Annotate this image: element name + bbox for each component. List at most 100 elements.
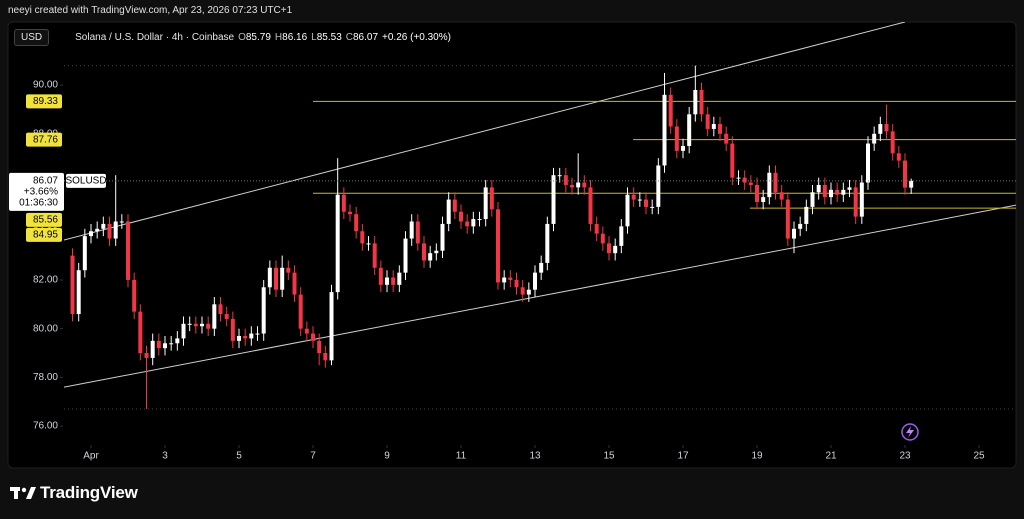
candle-body [452,199,457,212]
currency-badge[interactable]: USD [14,29,50,46]
ohlc-label: C [345,32,353,43]
trendline [64,204,1016,388]
candle-body [200,323,205,327]
candle-body [767,172,772,198]
candle-body [76,270,81,315]
candle-body [785,199,790,239]
candle-body [150,340,155,358]
x-tick-label: 19 [751,451,763,462]
candle-body [533,272,538,290]
x-tick-label: Apr [83,451,99,462]
candle-body [872,133,877,144]
candle-body [212,304,217,329]
candle-body [582,182,587,188]
level-label-bg [26,132,62,147]
candle-body [483,187,488,220]
candle-body [668,94,673,127]
candle-body [101,223,106,229]
x-tick-label: 13 [529,451,541,462]
x-tick-label: 7 [310,451,316,462]
x-tick-label: 9 [384,451,390,462]
candle-body [255,333,260,335]
candle-body [292,272,297,295]
candle-body [755,184,760,203]
candle-body [95,228,100,232]
level-label-bg [26,94,62,109]
candle-body [360,231,365,244]
ohlc-value: 86.16 [282,32,308,43]
candle-body [551,175,556,224]
candle-body [126,221,131,280]
candle-body [372,243,377,268]
candle-body [335,194,340,293]
candle-body [163,343,168,349]
instrument: Solana / U.S. Dollar · 4h · Coinbase [75,32,235,43]
candle-body [489,187,494,210]
candle-body [810,192,815,207]
candle-body [650,206,655,208]
candle-body [385,277,390,285]
candle-body [82,236,87,271]
candle-body [711,124,716,129]
ohlc-label: L [311,32,317,43]
level-label: 87.76 [33,134,58,145]
candle-body [625,194,630,227]
candle-body [354,214,359,232]
x-tick-label: 25 [973,451,985,462]
candle-body [89,231,94,237]
candle-body [637,199,642,201]
candle-body [243,335,248,339]
x-tick-label: 21 [825,451,837,462]
y-tick-label: 76.00 [33,421,58,432]
candle-body [237,335,242,341]
x-tick-label: 11 [456,451,467,462]
candle-body [440,223,445,251]
candle-body [779,192,784,200]
y-tick-label: 82.00 [33,275,58,286]
candle-body [576,182,581,188]
candle-body [835,189,840,195]
candle-body [853,187,858,217]
y-tick-label: 80.00 [33,323,58,334]
candle-body [261,287,266,334]
candle-body [792,228,797,239]
candle-body [798,223,803,229]
candle-body [496,209,501,283]
candle-body [520,287,525,295]
candle-body [366,243,371,245]
candle-body [644,199,649,207]
assistant-icon[interactable] [901,423,919,441]
candle-body [193,323,198,327]
candle-body [829,189,834,198]
candle-body [329,292,334,361]
candle-body [471,219,476,227]
ohlc-label: O [238,32,246,43]
candle-body [557,175,562,177]
candle-body [859,182,864,217]
candle-body [890,131,895,154]
level-label: 84.95 [33,229,58,240]
candle-body [693,89,698,115]
candle-body [434,250,439,254]
candle-body [298,294,303,329]
candle-body [816,184,821,193]
candle-body [144,353,149,358]
candle-body [594,223,599,234]
candle-body [267,267,272,288]
candle-body [274,267,279,290]
candle-body [249,333,254,339]
current-price-box [9,172,64,211]
brand-name: TradingView [40,483,138,502]
ohlc-value: 85.53 [316,32,342,43]
level-label: 85.56 [33,214,58,225]
current-change: +3.66% [24,186,58,197]
candle-body [415,221,420,244]
candle-body [187,323,192,325]
candle-body [681,145,686,151]
level-label-bg [26,227,62,242]
candle-body [742,177,747,183]
candle-body [631,194,636,200]
candle-body [662,94,667,166]
candle-body [545,223,550,263]
